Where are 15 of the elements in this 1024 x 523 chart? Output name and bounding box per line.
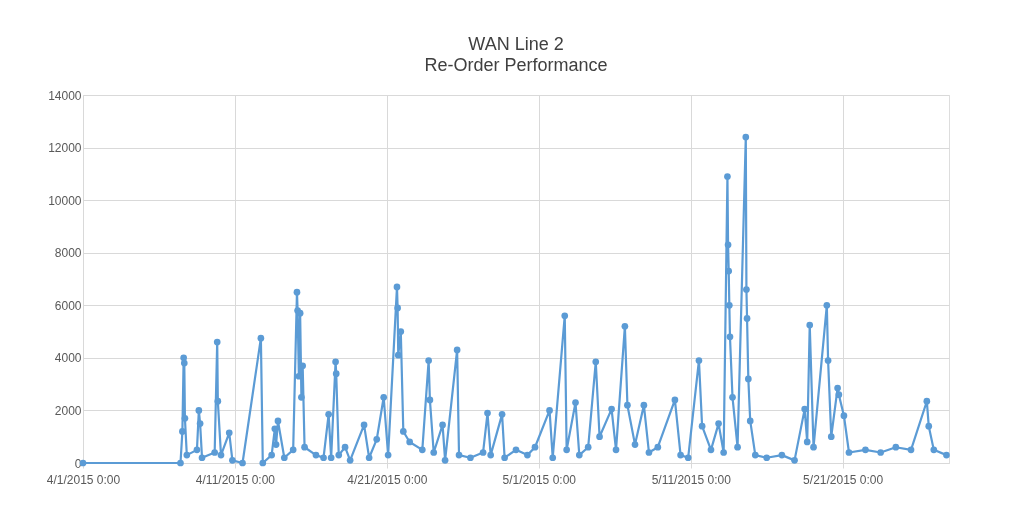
x-tick-label: 5/11/2015 0:00 [651, 472, 732, 487]
y-tick-label: 6000 [54, 298, 82, 313]
y-tick-label: 12000 [48, 141, 82, 156]
x-tick-label: 4/1/2015 0:00 [46, 472, 121, 487]
y-tick-label: 4000 [54, 351, 82, 366]
y-tick-label: 10000 [48, 193, 82, 208]
chart-subtitle: Re-Order Performance [424, 55, 608, 75]
y-tick-label: 2000 [54, 403, 82, 418]
x-tick-label: 4/21/2015 0:00 [347, 472, 428, 487]
x-tick-label: 5/1/2015 0:00 [502, 472, 577, 487]
y-tick-label: 8000 [54, 246, 82, 261]
chart-title: WAN Line 2 [468, 34, 564, 54]
x-tick-label: 4/11/2015 0:00 [195, 472, 276, 487]
y-tick-label: 14000 [48, 88, 82, 103]
x-tick-label: 5/21/2015 0:00 [803, 472, 884, 487]
